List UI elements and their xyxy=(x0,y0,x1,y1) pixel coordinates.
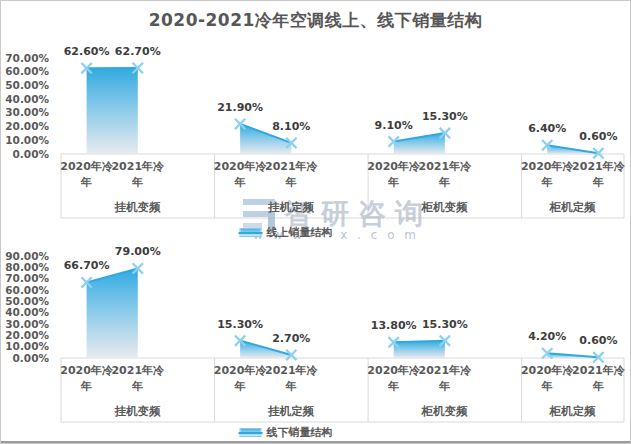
y-tick-label: 70.00% xyxy=(1,53,49,64)
area-shape xyxy=(87,268,138,358)
legend-offline: 线下销量结构 xyxy=(240,425,333,440)
y-tick-label: 40.00% xyxy=(1,307,49,318)
category-label: 挂机定频 xyxy=(231,199,351,215)
x-year-label: 2020年冷年 xyxy=(211,159,269,191)
data-label: 15.30% xyxy=(413,110,477,123)
x-year-label: 2020年冷年 xyxy=(518,159,576,191)
x-year-label: 2020年冷年 xyxy=(58,363,116,395)
area-shape xyxy=(394,341,445,358)
x-year-label: 2021年冷年 xyxy=(569,363,627,395)
category-label: 柜机变频 xyxy=(385,199,505,215)
x-year-label: 2020年冷年 xyxy=(365,159,423,191)
y-tick-label: 70.00% xyxy=(1,273,49,284)
area-shape xyxy=(394,133,445,154)
data-label: 8.10% xyxy=(259,120,323,133)
data-label: 79.00% xyxy=(106,245,170,258)
category-label: 柜机变频 xyxy=(385,403,505,419)
y-tick-label: 30.00% xyxy=(1,319,49,330)
chart-title: 2020-2021冷年空调线上、线下销量结构 xyxy=(1,9,630,32)
watermark-url-right: x . c o m xyxy=(340,228,419,242)
y-tick-label: 0.00% xyxy=(1,149,49,160)
category-label: 挂机定频 xyxy=(231,403,351,419)
x-year-label: 2021年冷年 xyxy=(416,363,474,395)
x-year-label: 2021年冷年 xyxy=(109,363,167,395)
area-shape xyxy=(87,68,138,154)
y-tick-label: 90.00% xyxy=(1,251,49,262)
legend-area-swatch-icon xyxy=(240,428,262,437)
data-label: 15.30% xyxy=(413,318,477,331)
data-label: 62.70% xyxy=(106,45,170,58)
data-label: 21.90% xyxy=(208,101,272,114)
x-year-label: 2021年冷年 xyxy=(109,159,167,191)
y-tick-label: 60.00% xyxy=(1,66,49,77)
category-label: 挂机变频 xyxy=(78,403,198,419)
data-label: 0.60% xyxy=(566,334,630,347)
y-tick-label: 50.00% xyxy=(1,80,49,91)
x-year-label: 2020年冷年 xyxy=(58,159,116,191)
legend-label: 线上销量结构 xyxy=(267,225,333,240)
x-year-label: 2020年冷年 xyxy=(518,363,576,395)
y-tick-label: 10.00% xyxy=(1,135,49,146)
category-label: 柜机定频 xyxy=(513,199,631,215)
category-label: 柜机定频 xyxy=(513,403,631,419)
data-label: 66.70% xyxy=(55,259,119,272)
x-year-label: 2021年冷年 xyxy=(262,363,320,395)
y-tick-label: 40.00% xyxy=(1,94,49,105)
legend-label: 线下销量结构 xyxy=(267,425,333,440)
legend-online: 线上销量结构 xyxy=(240,225,333,240)
y-tick-label: 80.00% xyxy=(1,262,49,273)
category-label: 挂机变频 xyxy=(78,199,198,215)
x-year-label: 2020年冷年 xyxy=(211,363,269,395)
x-year-label: 2020年冷年 xyxy=(365,363,423,395)
chart-image: 2020-2021冷年空调线上、线下销量结构 智研咨询 w w w x . c … xyxy=(0,0,631,444)
y-tick-label: 20.00% xyxy=(1,121,49,132)
legend-area-swatch-icon xyxy=(240,228,262,237)
y-tick-label: 0.00% xyxy=(1,353,49,364)
data-label: 0.60% xyxy=(566,130,630,143)
y-tick-label: 60.00% xyxy=(1,285,49,296)
y-tick-label: 30.00% xyxy=(1,107,49,118)
y-tick-label: 50.00% xyxy=(1,296,49,307)
data-label: 15.30% xyxy=(208,318,272,331)
data-label: 2.70% xyxy=(259,332,323,345)
y-tick-label: 20.00% xyxy=(1,330,49,341)
x-year-label: 2021年冷年 xyxy=(416,159,474,191)
image-bottom-border xyxy=(1,441,630,443)
y-tick-label: 10.00% xyxy=(1,341,49,352)
x-year-label: 2021年冷年 xyxy=(569,159,627,191)
x-year-label: 2021年冷年 xyxy=(262,159,320,191)
